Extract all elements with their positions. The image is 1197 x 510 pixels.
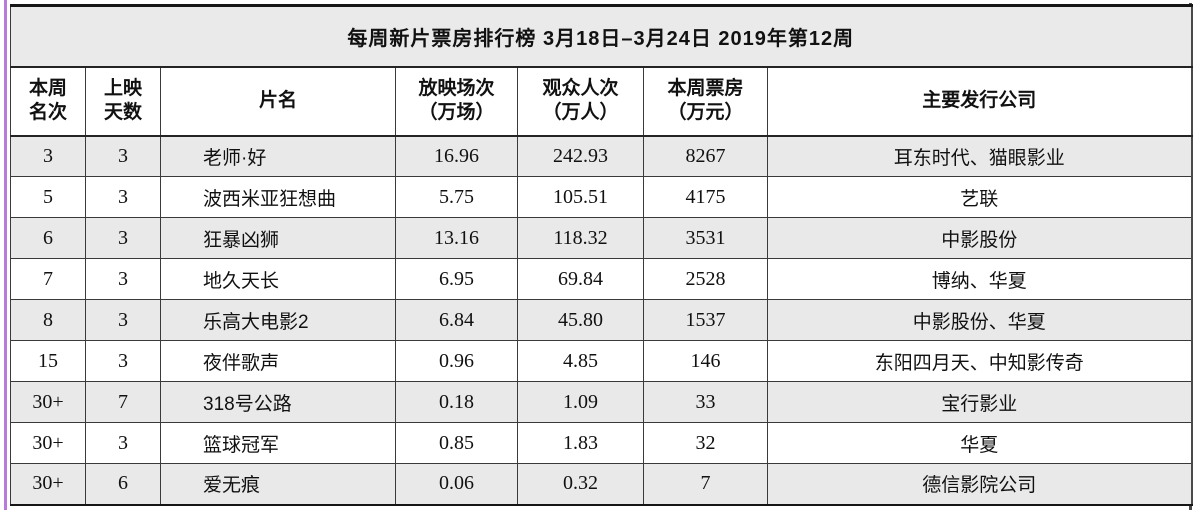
column-header-label: （万场） — [418, 102, 495, 123]
table-header-row: 本周 名次 上映 天数 片名 放映场次 （万场） 观众人次 （万人） — [10, 66, 1193, 137]
table-cell: 6.84 — [395, 299, 518, 341]
table-cell: 5.75 — [395, 176, 518, 218]
table-cell: 1.09 — [517, 381, 644, 423]
table-cell: 德信影院公司 — [766, 463, 1193, 505]
table-row: 8 3 乐高大电影2 6.84 45.80 1537 中影股份、华夏 — [10, 299, 1193, 341]
table-cell: 146 — [643, 340, 768, 382]
column-header-label: 上映 — [103, 78, 142, 100]
table-cell: 4.85 — [517, 340, 644, 382]
table-row: 3 3 老师·好 16.96 242.93 8267 耳东时代、猫眼影业 — [10, 135, 1193, 177]
table-cell: 7 — [10, 258, 86, 300]
table-cell: 篮球冠军 — [160, 422, 396, 464]
table-cell: 45.80 — [517, 299, 644, 341]
box-office-table: 每周新片票房排行榜 3月18日–3月24日 2019年第12周 本周 名次 上映… — [9, 4, 1193, 506]
table-cell: 69.84 — [517, 258, 644, 300]
table-cell: 318号公路 — [160, 381, 396, 423]
table-cell: 3 — [85, 176, 161, 218]
table-cell: 3531 — [643, 217, 768, 259]
table-cell: 波西米亚狂想曲 — [160, 176, 396, 218]
table-cell: 5 — [10, 176, 86, 218]
table-cell: 242.93 — [517, 135, 644, 177]
table-cell: 宝行影业 — [766, 381, 1193, 423]
table-cell: 3 — [85, 258, 161, 300]
table-body: 3 3 老师·好 16.96 242.93 8267 耳东时代、猫眼影业 5 3 波西米亚狂想曲 5… — [10, 135, 1193, 505]
column-header-label: 名次 — [28, 102, 67, 123]
table-cell: 0.06 — [395, 463, 518, 505]
table-cell: 118.32 — [517, 217, 644, 259]
table-row: 30+ 7 318号公路 0.18 1.09 33 宝行影业 — [10, 381, 1193, 423]
table-cell: 2528 — [643, 258, 768, 300]
table-cell: 爱无痕 — [160, 463, 396, 505]
column-header-label: 本周 — [28, 78, 67, 100]
table-cell: 4175 — [643, 176, 768, 218]
column-header-label: 观众人次 — [542, 78, 619, 100]
table-cell: 33 — [643, 381, 768, 423]
table-cell: 3 — [85, 299, 161, 341]
column-header-days: 上映 天数 — [85, 66, 161, 137]
column-header-label: 主要发行公司 — [922, 90, 1037, 112]
column-header-label: 片名 — [258, 90, 297, 112]
column-header-label: （万人） — [542, 102, 619, 123]
table-cell: 中影股份 — [766, 217, 1193, 259]
table-row: 5 3 波西米亚狂想曲 5.75 105.51 4175 艺联 — [10, 176, 1193, 218]
table-title-row: 每周新片票房排行榜 3月18日–3月24日 2019年第12周 — [9, 5, 1193, 68]
table-row: 6 3 狂暴凶狮 13.16 118.32 3531 中影股份 — [10, 217, 1193, 259]
table-cell: 0.85 — [395, 422, 518, 464]
table-cell: 0.96 — [395, 340, 518, 382]
left-edge-line — [4, 0, 7, 510]
table-cell: 华夏 — [766, 422, 1193, 464]
table-cell: 15 — [10, 340, 86, 382]
table-title: 每周新片票房排行榜 3月18日–3月24日 2019年第12周 — [9, 5, 1193, 68]
column-header-distributor: 主要发行公司 — [766, 66, 1193, 137]
table-cell: 8267 — [643, 135, 768, 177]
table-cell: 乐高大电影2 — [160, 299, 396, 341]
table-cell: 8 — [10, 299, 86, 341]
table-row: 15 3 夜伴歌声 0.96 4.85 146 东阳四月天、中知影传奇 — [10, 340, 1193, 382]
column-header-label: 本周票房 — [667, 78, 744, 100]
table-cell: 30+ — [10, 422, 86, 464]
table-cell: 105.51 — [517, 176, 644, 218]
table-cell: 7 — [643, 463, 768, 505]
column-header-admissions: 观众人次 （万人） — [517, 66, 644, 137]
table-cell: 地久天长 — [160, 258, 396, 300]
column-header-film: 片名 — [160, 66, 396, 137]
table-cell: 耳东时代、猫眼影业 — [766, 135, 1193, 177]
table-cell: 6 — [85, 463, 161, 505]
column-header-label: 天数 — [103, 102, 142, 123]
table-cell: 东阳四月天、中知影传奇 — [766, 340, 1193, 382]
table-cell: 0.18 — [395, 381, 518, 423]
table-cell: 0.32 — [517, 463, 644, 505]
table-cell: 博纳、华夏 — [766, 258, 1193, 300]
table-cell: 艺联 — [766, 176, 1193, 218]
table-cell: 30+ — [10, 381, 86, 423]
table-cell: 7 — [85, 381, 161, 423]
table-cell: 夜伴歌声 — [160, 340, 396, 382]
table-cell: 3 — [85, 340, 161, 382]
table-row: 30+ 6 爱无痕 0.06 0.32 7 德信影院公司 — [10, 463, 1193, 505]
column-header-boxoffice: 本周票房 （万元） — [643, 66, 768, 137]
table-cell: 32 — [643, 422, 768, 464]
table-cell: 1537 — [643, 299, 768, 341]
column-header-rank: 本周 名次 — [10, 66, 86, 137]
table-cell: 3 — [85, 135, 161, 177]
table-cell: 6.95 — [395, 258, 518, 300]
table-cell: 30+ — [10, 463, 86, 505]
table-cell: 6 — [10, 217, 86, 259]
table-cell: 中影股份、华夏 — [766, 299, 1193, 341]
column-header-screenings: 放映场次 （万场） — [395, 66, 518, 137]
table-cell: 3 — [10, 135, 86, 177]
column-header-label: 放映场次 — [418, 78, 495, 100]
table-cell: 13.16 — [395, 217, 518, 259]
table-cell: 3 — [85, 217, 161, 259]
table-cell: 狂暴凶狮 — [160, 217, 396, 259]
table-row: 30+ 3 篮球冠军 0.85 1.83 32 华夏 — [10, 422, 1193, 464]
table-row: 7 3 地久天长 6.95 69.84 2528 博纳、华夏 — [10, 258, 1193, 300]
table-cell: 1.83 — [517, 422, 644, 464]
table-cell: 16.96 — [395, 135, 518, 177]
table-cell: 老师·好 — [160, 135, 396, 177]
column-header-label: （万元） — [667, 102, 744, 123]
table-cell: 3 — [85, 422, 161, 464]
